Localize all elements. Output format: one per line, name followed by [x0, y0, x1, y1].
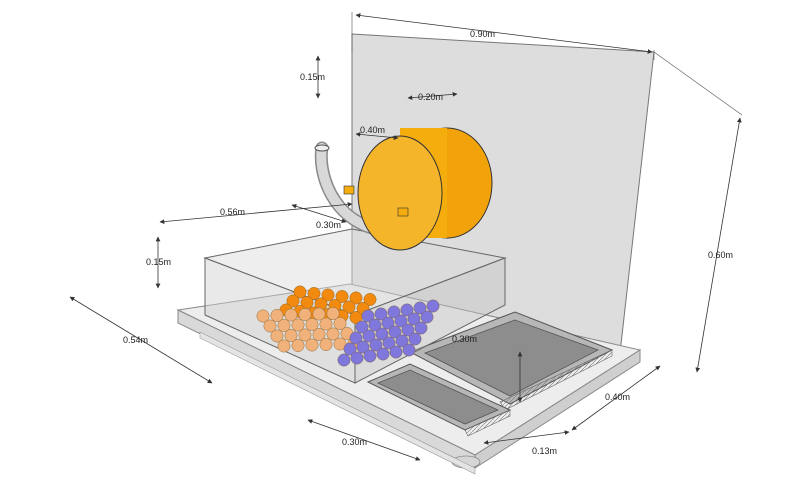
- purple-ball: [381, 316, 395, 330]
- cylinder-drum: [357, 127, 493, 251]
- small-tray: [366, 363, 512, 437]
- purple-ball: [389, 345, 403, 359]
- orange-ball: [286, 294, 300, 308]
- peach-ball: [312, 307, 326, 321]
- orange-ball: [349, 291, 363, 305]
- dim-table-depth: 0.54m: [123, 335, 148, 345]
- peach-ball: [333, 317, 347, 330]
- purple-ball: [420, 310, 434, 324]
- purple-ball: [337, 353, 351, 367]
- orange-ball: [307, 287, 321, 300]
- peach-ball: [298, 308, 312, 321]
- dimension-lines: [69, 12, 743, 461]
- purple-ball: [400, 303, 414, 317]
- dim-small-tray-depth: 0.13m: [532, 446, 557, 456]
- dim-arm-offset: 0.15m: [300, 72, 325, 82]
- purple-ball: [402, 343, 416, 357]
- peach-ball: [284, 329, 298, 342]
- peach-ball: [270, 309, 284, 322]
- purple-ball: [376, 347, 390, 361]
- purple-ball: [388, 325, 402, 339]
- peach-ball: [291, 318, 305, 332]
- purple-ball: [374, 307, 388, 321]
- purple-ball: [350, 351, 364, 365]
- gripper-bracket-right: [397, 207, 409, 217]
- peach-ball: [277, 339, 291, 353]
- purple-ball: [361, 309, 375, 323]
- peach-ball: [319, 317, 333, 331]
- purple-ball: [426, 299, 440, 313]
- orange-ball: [363, 293, 377, 306]
- orange-ball: [293, 285, 307, 299]
- purple-ball: [401, 323, 415, 337]
- ball-grid: [256, 285, 440, 367]
- dim-cylinder-diameter: 0.40m: [360, 125, 385, 135]
- peach-ball: [326, 327, 340, 341]
- purple-ball: [355, 320, 369, 334]
- dim-bin-height: 0.15m: [146, 257, 171, 267]
- purple-ball: [356, 340, 370, 354]
- purple-ball: [349, 331, 363, 345]
- purple-ball: [343, 342, 357, 356]
- purple-ball: [362, 329, 376, 343]
- orange-ball: [335, 290, 349, 303]
- purple-ball: [363, 349, 377, 363]
- dim-gripper-span: 0.30m: [316, 220, 341, 230]
- peach-ball: [270, 329, 284, 343]
- peach-ball: [291, 339, 305, 352]
- dim-bin-length: 0.56m: [220, 207, 245, 217]
- orange-ball: [321, 288, 335, 302]
- peach-ball: [319, 338, 333, 351]
- purple-ball: [387, 305, 401, 319]
- peach-ball: [256, 309, 270, 323]
- dim-backplate-width: 0.90m: [470, 29, 495, 39]
- peach-ball: [305, 318, 319, 331]
- dim-large-tray-width: 0.30m: [452, 334, 477, 344]
- peach-ball: [305, 338, 319, 352]
- purple-ball: [382, 336, 396, 350]
- dim-backplate-height: 0.60m: [708, 250, 733, 260]
- purple-ball: [408, 332, 422, 346]
- peach-ball: [298, 328, 312, 342]
- purple-ball: [375, 327, 389, 341]
- gripper-bracket-left: [343, 185, 355, 195]
- purple-ball: [394, 314, 408, 328]
- purple-ball: [407, 312, 421, 326]
- peach-ball: [263, 319, 277, 333]
- large-tray: [408, 311, 614, 411]
- orange-ball: [342, 300, 356, 314]
- peach-ball: [312, 328, 326, 341]
- peach-ball: [284, 308, 298, 322]
- purple-ball: [414, 321, 428, 335]
- dim-tray-width: 0.30m: [342, 437, 367, 447]
- purple-ball: [368, 318, 382, 332]
- purple-ball: [369, 338, 383, 352]
- purple-ball: [413, 301, 427, 315]
- dim-large-tray-depth: 0.40m: [605, 392, 630, 402]
- dim-cylinder-depth: 0.20m: [418, 92, 443, 102]
- purple-ball: [395, 334, 409, 348]
- peach-ball: [326, 307, 340, 320]
- peach-ball: [277, 319, 291, 332]
